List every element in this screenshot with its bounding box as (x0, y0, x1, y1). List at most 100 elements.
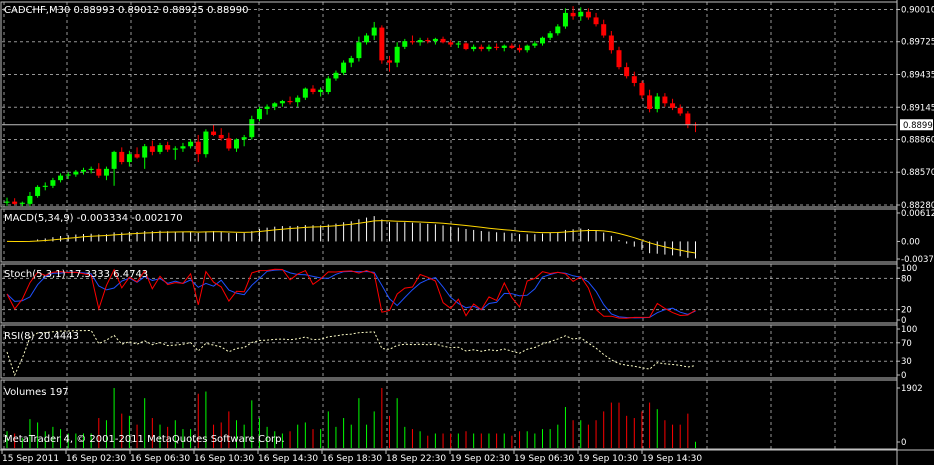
x-tick-label: 15 Sep 2011 (2, 454, 59, 464)
candle-body (241, 137, 247, 140)
axis-tick-label: 70 (901, 339, 912, 349)
x-tick-label: 19 Sep 06:30 (514, 454, 574, 464)
x-tick-label: 16 Sep 10:30 (194, 454, 254, 464)
candle-body (394, 46, 400, 63)
axis-tick-label: -0.00378 (901, 255, 934, 265)
candle-body (256, 108, 262, 120)
axis-tick-label: 20 (901, 306, 912, 316)
candle-body (432, 38, 438, 42)
x-tick-label: 16 Sep 14:30 (258, 454, 318, 464)
candle-body (4, 201, 10, 203)
candle-body (333, 72, 339, 79)
axis-tick-label: 0.89145 (901, 103, 934, 113)
candle-body (624, 67, 630, 77)
volume-panel: Volumes 197 MetaTrader 4, © 2001-2011 Me… (4, 387, 696, 448)
price-panel-label: CADCHF,M30 0.88993 0.89012 0.88925 0.889… (4, 5, 248, 16)
candle-body (532, 43, 538, 46)
panel-frame (0, 324, 898, 379)
candle-body (540, 37, 545, 44)
axis-tick-label: 0.00612 (901, 209, 934, 219)
axis-tick-label: 100 (901, 325, 917, 335)
candle-body (310, 88, 316, 93)
grid (2, 2, 897, 449)
candle-body (371, 27, 377, 36)
axis-tick-label: 0.88570 (901, 168, 934, 178)
candle-body (172, 148, 178, 150)
stoch-signal-line (6, 268, 696, 319)
price-axis: 0.90010 0.89725 0.89435 0.89145 0.88860 0.885… (897, 6, 934, 448)
candle-body (341, 62, 347, 73)
candle-body (325, 78, 331, 93)
x-tick-label: 16 Sep 18:30 (322, 454, 382, 464)
stoch-levels (2, 277, 897, 311)
panel-frame (0, 1, 898, 208)
candle-body (165, 145, 171, 150)
candle-body (19, 202, 25, 204)
candle-body (218, 134, 224, 139)
candle-body (348, 58, 354, 63)
candle-body (81, 169, 86, 172)
candle-body (119, 151, 125, 163)
candle-body (455, 43, 461, 45)
candle-body (279, 101, 285, 104)
candle-body (486, 46, 492, 50)
axis-tick-labels: 0.90010 0.89725 0.89435 0.89145 0.88860 0.885… (897, 6, 934, 448)
axis-tick-label: 0.90010 (901, 6, 934, 16)
candle-body (555, 26, 561, 34)
candle-body (440, 38, 446, 43)
candle-body (302, 88, 308, 98)
candle-body (417, 40, 423, 43)
axis-tick-label: 1902 (901, 384, 923, 394)
candle-body (42, 185, 48, 187)
x-tick-label: 16 Sep 02:30 (66, 454, 126, 464)
candle-body (570, 12, 576, 17)
axis-tick-label: 0 (901, 316, 906, 326)
candle-body (517, 47, 523, 51)
axis-tick-label: 30 (901, 357, 912, 367)
rsi-line (6, 329, 696, 377)
candle-body (402, 41, 408, 47)
axis-tick-label: 0.89725 (901, 38, 934, 48)
candle-body (647, 95, 653, 109)
candle-body (578, 11, 584, 17)
candle-body (27, 195, 33, 204)
volume-panel-label: Volumes 197 (4, 387, 69, 398)
candle-body (211, 131, 217, 135)
candle-body (96, 168, 102, 176)
candle-body (35, 186, 41, 196)
macd-panel-label: MACD(5,34,9) -0.003334 -0.002170 (4, 213, 183, 224)
x-tick-label: 19 Sep 10:30 (578, 454, 638, 464)
candle-body (639, 82, 645, 96)
candle-body (203, 131, 209, 155)
candle-body (226, 138, 232, 149)
candle-body (501, 45, 507, 48)
axis-tick-label: 0.88860 (901, 135, 934, 145)
x-tick-label: 19 Sep 02:30 (450, 454, 510, 464)
candle-body (272, 103, 278, 107)
candle-body (103, 168, 109, 176)
candle-body (585, 11, 591, 18)
axis-tick-label: 80 (901, 274, 912, 284)
candle-body (195, 141, 201, 155)
candle-body (73, 171, 79, 175)
macd-panel: MACD(5,34,9) -0.003334 -0.002170 (4, 213, 696, 259)
x-tick-label: 16 Sep 06:30 (130, 454, 190, 464)
x-tick-label: 18 Sep 22:30 (386, 454, 446, 464)
candle-body (608, 35, 614, 51)
candle-body (471, 46, 477, 50)
stoch-panel: Stoch(5,3,1) 17.3333 6.4743 (2, 268, 897, 319)
candle-body (65, 174, 71, 176)
axis-tick-label: 0.00 (901, 237, 920, 247)
candle-body (142, 146, 148, 158)
candle-body (631, 76, 637, 83)
candle-body (180, 146, 186, 149)
candle-body (58, 175, 64, 181)
candle-body (149, 146, 155, 152)
candle-body (387, 60, 392, 63)
candle-body (12, 201, 18, 204)
x-tick-label: 19 Sep 14:30 (642, 454, 702, 464)
candle-body (685, 113, 691, 125)
rsi-levels (2, 342, 897, 362)
